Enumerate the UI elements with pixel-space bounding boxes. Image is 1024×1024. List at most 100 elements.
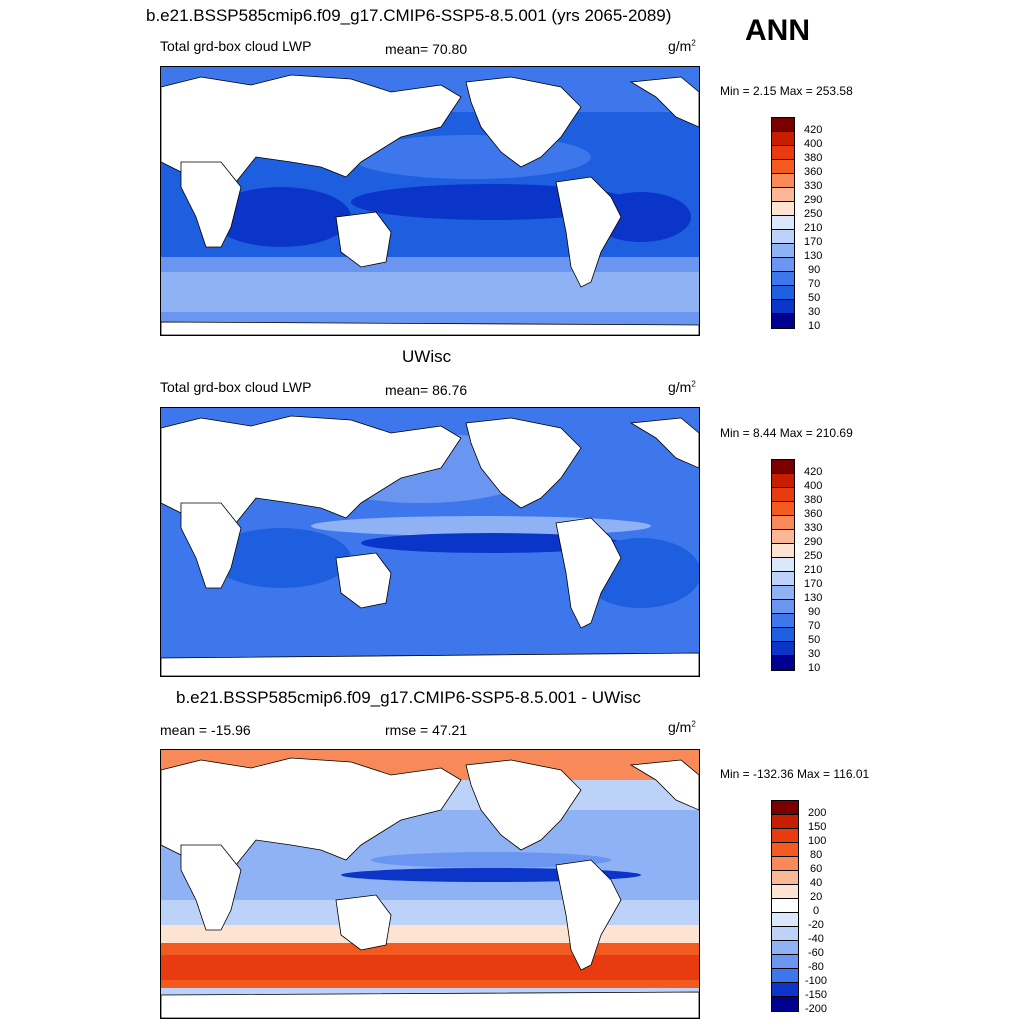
panel2-colorbar-seg <box>772 502 794 516</box>
panel1-colorbar-seg <box>772 174 794 188</box>
colorbar-tick-label: 10 <box>808 320 821 332</box>
panel2-colorbar-seg <box>772 600 794 614</box>
panel1-map-svg <box>161 67 699 335</box>
panel1-map <box>160 66 700 336</box>
panel2-colorbar-seg <box>772 628 794 642</box>
colorbar-tick-label: 90 <box>808 606 821 618</box>
panel1-colorbar-seg <box>772 230 794 244</box>
panel1-atlantic <box>591 192 691 242</box>
colorbar-tick-label: 360 <box>804 508 823 520</box>
colorbar-tick-label: 380 <box>804 494 823 506</box>
panel1-mean: mean= 70.80 <box>385 41 468 57</box>
colorbar-tick-label: 60 <box>810 863 823 875</box>
colorbar-tick-label: 250 <box>804 550 823 562</box>
colorbar-tick-label: 90 <box>808 264 821 276</box>
panel2-colorbar-seg <box>772 586 794 600</box>
panel3-colorbar-seg <box>772 815 798 829</box>
panel3-colorbar-seg <box>772 885 798 899</box>
panel3-colorbar-seg <box>772 927 798 941</box>
colorbar-tick-label: 330 <box>804 180 823 192</box>
colorbar-tick-label: -60 <box>808 947 824 959</box>
panel1-colorbar-seg <box>772 272 794 286</box>
season-label: ANN <box>745 14 810 47</box>
colorbar-tick-label: -150 <box>805 989 828 1001</box>
panel3-transition <box>161 925 699 943</box>
panel3-colorbar-seg <box>772 829 798 843</box>
panel2-land <box>161 415 699 676</box>
panel2-mean: mean= 86.76 <box>385 382 468 398</box>
panel2-colorbar <box>771 459 795 671</box>
colorbar-tick-label: 30 <box>808 306 821 318</box>
panel1-colorbar-seg <box>772 160 794 174</box>
colorbar-tick-label: 400 <box>804 138 823 150</box>
colorbar-tick-label: 170 <box>804 578 823 590</box>
colorbar-tick-label: 50 <box>808 634 821 646</box>
panel3-southern-core <box>161 955 699 980</box>
colorbar-tick-label: 50 <box>808 292 821 304</box>
colorbar-tick-label: 130 <box>804 592 823 604</box>
panel3-colorbar-seg <box>772 983 798 997</box>
panel3-map <box>160 749 700 1019</box>
panel3-colorbar-seg <box>772 899 798 913</box>
panel3-rmse: rmse = 47.21 <box>385 722 468 738</box>
panel3-colorbar-seg <box>772 913 798 927</box>
colorbar-tick-label: 210 <box>804 222 823 234</box>
panel3-minmax: Min = -132.36 Max = 116.01 <box>720 767 870 781</box>
panel3-colorbar-seg <box>772 941 798 955</box>
panel2-label: Total grd-box cloud LWP <box>160 379 312 395</box>
panel3-title: b.e21.BSSP585cmip6.f09_g17.CMIP6-SSP5-8.… <box>176 688 641 707</box>
panel3-colorbar-seg <box>772 871 798 885</box>
panel2-colorbar-seg <box>772 530 794 544</box>
panel2-colorbar-seg <box>772 474 794 488</box>
panel3-colorbar-seg <box>772 997 798 1011</box>
panel3-land <box>161 757 699 1018</box>
panel1-colorbar <box>771 117 795 329</box>
panel1-colorbar-seg <box>772 188 794 202</box>
panel2-colorbar-seg <box>772 488 794 502</box>
colorbar-tick-label: 150 <box>808 821 827 833</box>
colorbar-tick-label: 400 <box>804 480 823 492</box>
panel1-land <box>161 74 699 335</box>
colorbar-tick-label: -40 <box>808 933 824 945</box>
panel1-colorbar-seg <box>772 244 794 258</box>
panel3-colorbar-seg <box>772 857 798 871</box>
colorbar-tick-label: 100 <box>808 835 827 847</box>
panel1-colorbar-seg <box>772 216 794 230</box>
colorbar-tick-label: 200 <box>808 807 827 819</box>
panel1-colorbar-seg <box>772 300 794 314</box>
colorbar-tick-label: 70 <box>808 620 821 632</box>
panel3-units: g/m2 <box>668 719 696 735</box>
panel2-colorbar-seg <box>772 544 794 558</box>
panel1-label: Total grd-box cloud LWP <box>160 38 312 54</box>
colorbar-tick-label: 0 <box>813 905 820 917</box>
colorbar-tick-label: 250 <box>804 208 823 220</box>
colorbar-tick-label: 360 <box>804 166 823 178</box>
panel2-title: UWisc <box>402 347 452 366</box>
colorbar-tick-label: 10 <box>808 662 821 674</box>
colorbar-tick-label: 130 <box>804 250 823 262</box>
panel3-map-svg <box>161 750 699 1018</box>
panel2-itcz <box>361 533 621 553</box>
figure-title: b.e21.BSSP585cmip6.f09_g17.CMIP6-SSP5-8.… <box>146 6 672 25</box>
colorbar-tick-label: 30 <box>808 648 821 660</box>
colorbar-tick-label: -200 <box>805 1003 828 1015</box>
panel2-colorbar-seg <box>772 656 794 670</box>
colorbar-tick-label: -100 <box>805 975 828 987</box>
colorbar-tick-label: 20 <box>810 891 823 903</box>
panel1-colorbar-seg <box>772 118 794 132</box>
panel1-colorbar-seg <box>772 258 794 272</box>
colorbar-tick-label: 420 <box>804 124 823 136</box>
colorbar-tick-label: 80 <box>810 849 823 861</box>
panel3-colorbar <box>771 800 799 1012</box>
panel2-map <box>160 407 700 677</box>
panel2-colorbar-seg <box>772 516 794 530</box>
panel1-colorbar-seg <box>772 146 794 160</box>
panel1-units: g/m2 <box>668 38 696 54</box>
panel2-colorbar-seg <box>772 558 794 572</box>
colorbar-tick-label: 290 <box>804 194 823 206</box>
panel2-colorbar-seg <box>772 572 794 586</box>
colorbar-tick-label: 210 <box>804 564 823 576</box>
panel3-colorbar-seg <box>772 801 798 815</box>
panel1-colorbar-seg <box>772 202 794 216</box>
panel3-npac-band <box>371 852 611 868</box>
